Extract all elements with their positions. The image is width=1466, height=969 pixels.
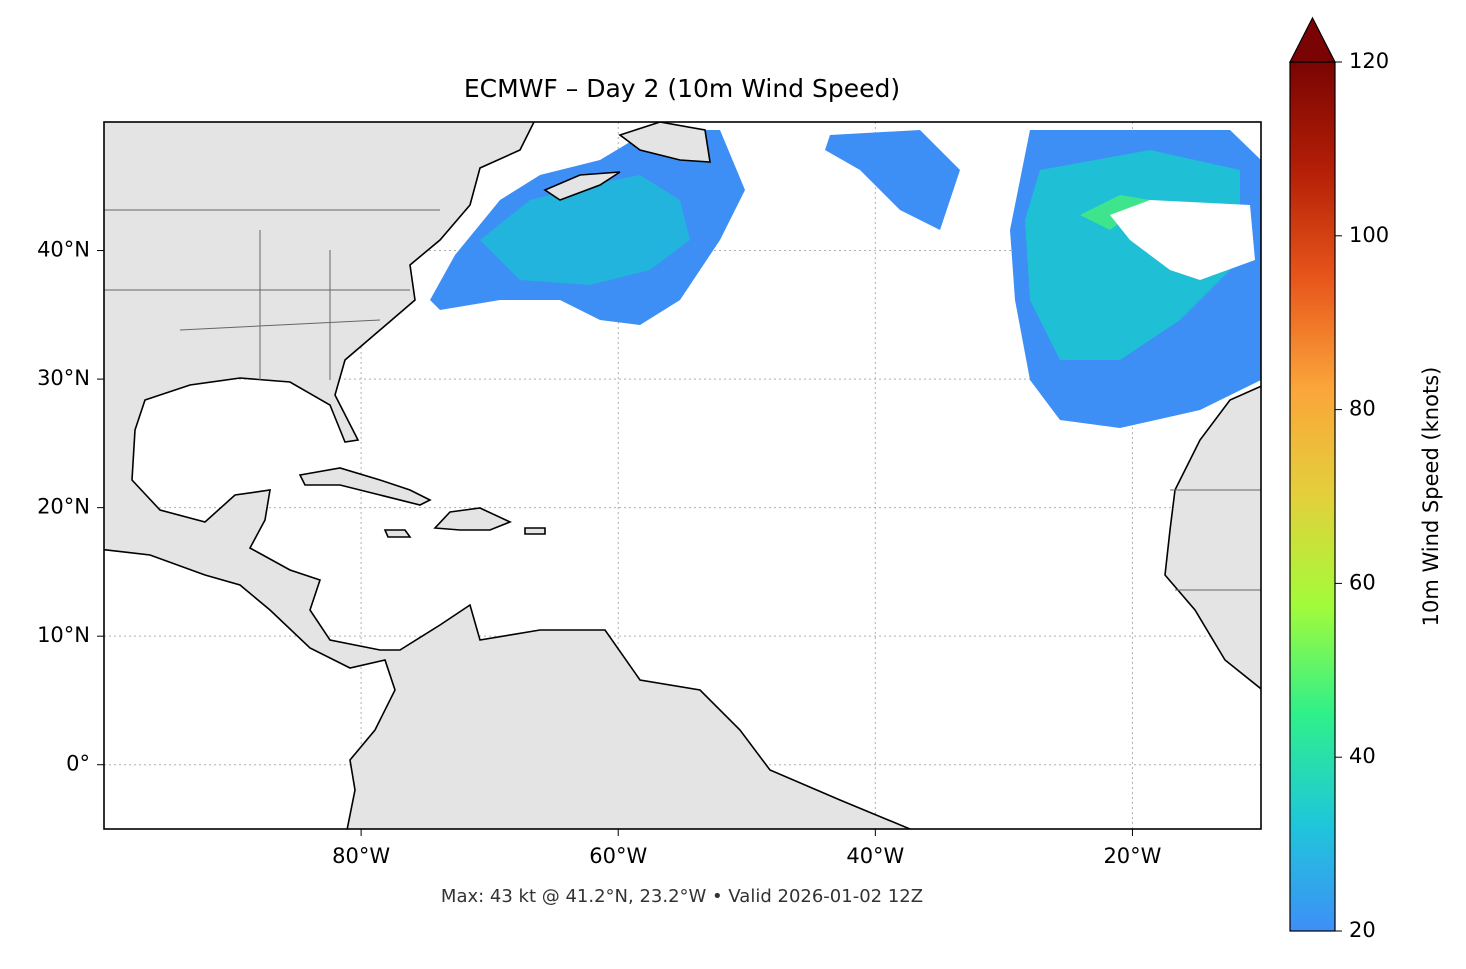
colorbar-gradient	[1289, 61, 1336, 932]
colorbar-tick-label: 20	[1349, 918, 1376, 942]
island	[433, 507, 513, 531]
land	[104, 122, 911, 829]
wind-area	[480, 175, 690, 285]
y-tick-label: 20°N	[37, 495, 90, 519]
wind-gap	[1110, 200, 1255, 280]
y-tick-label: 40°N	[37, 238, 90, 262]
caption: Max: 43 kt @ 41.2°N, 23.2°W • Valid 2026…	[441, 886, 923, 907]
island	[543, 171, 621, 201]
colorbar-tick-label: 60	[1349, 570, 1376, 594]
plot-frame	[103, 121, 1262, 830]
colorbar: 20 40 60 80 100 120 10m Wind Speed (knots)	[1289, 16, 1443, 942]
border	[104, 209, 1261, 591]
colorbar-tick-label: 40	[1349, 744, 1376, 768]
island	[298, 467, 432, 506]
colorbar-tick-label: 80	[1349, 397, 1376, 421]
x-tick-label: 20°W	[1103, 844, 1161, 868]
x-tick-label: 40°W	[846, 844, 904, 868]
x-tick-label: 80°W	[332, 844, 390, 868]
wind-area	[825, 130, 960, 230]
wind-field	[430, 130, 1261, 428]
y-tick-label: 30°N	[37, 366, 90, 390]
wind-area	[1080, 195, 1150, 230]
land	[1164, 385, 1261, 690]
axes: 80°W 60°W 40°W 20°W 0° 10°N 20°N 30°N 40°N	[37, 238, 1162, 868]
colorbar-label: 10m Wind Speed (knots)	[1419, 367, 1443, 627]
colorbar-tick-label: 100	[1349, 223, 1389, 247]
chart-title: ECMWF – Day 2 (10m Wind Speed)	[464, 74, 900, 103]
colorbar-extend	[1289, 16, 1336, 63]
y-tick-label: 10°N	[37, 623, 90, 647]
x-tick-label: 60°W	[589, 844, 647, 868]
colorbar-tick-label: 120	[1349, 49, 1389, 73]
island	[383, 529, 412, 538]
island	[524, 527, 546, 535]
island	[618, 122, 711, 163]
y-tick-label: 0°	[66, 752, 90, 776]
map-area	[104, 122, 1261, 829]
